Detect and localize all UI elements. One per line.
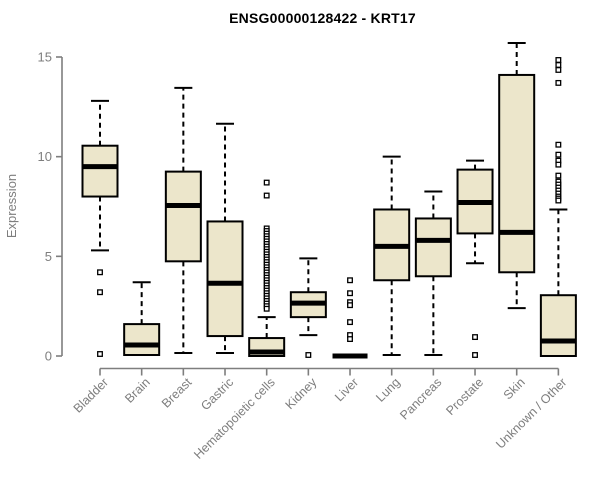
y-axis: 0 5 10 15 [38, 50, 63, 364]
x-tick-label-unknown-other: Unknown / Other [493, 375, 569, 451]
x-tick-label-liver: Liver [332, 375, 361, 404]
outlier-point [97, 351, 103, 357]
x-tick-label-bladder: Bladder [71, 375, 111, 415]
box-rect [123, 323, 161, 357]
y-tick-label-10: 10 [38, 149, 52, 164]
outlier-point [555, 79, 562, 86]
box-group-bladder [81, 99, 119, 357]
outlier-point [305, 352, 312, 358]
chart-title: ENSG00000128422 - KRT17 [229, 10, 416, 26]
outlier-point [555, 57, 562, 63]
box-group-gastric [206, 122, 244, 355]
x-tick-label-lung: Lung [373, 375, 403, 405]
outlier-point [555, 172, 562, 179]
x-tick-label-gastric: Gastric [198, 375, 236, 413]
x-tick-label-breast: Breast [159, 375, 195, 411]
outlier-point [555, 151, 562, 158]
x-tick-label-skin: Skin [501, 375, 528, 402]
box-rect [539, 294, 577, 358]
outlier-point [263, 305, 270, 312]
outlier-point [472, 334, 478, 341]
box-group-skin [498, 42, 536, 310]
outlier-point [347, 302, 353, 309]
outlier-point [263, 192, 270, 199]
y-tick-label-0: 0 [45, 349, 52, 364]
outlier-point [347, 319, 353, 326]
outlier-point [555, 67, 562, 73]
x-tick-label-prostate: Prostate [443, 375, 486, 418]
box-rect [498, 73, 536, 274]
y-axis-label: Expression [4, 174, 19, 238]
box-group-liver [332, 277, 368, 359]
box-group-pancreas [414, 190, 452, 357]
y-tick-label-5: 5 [45, 249, 52, 264]
x-tick-label-hematopoietic-cells: Hematopoietic cells [191, 375, 278, 462]
box-rect [164, 170, 202, 263]
box-group-breast [164, 86, 202, 355]
outlier-point [555, 161, 562, 168]
box-rect [206, 220, 244, 338]
box-group-hematopoietic-cells [248, 179, 286, 357]
outlier-point [347, 277, 353, 284]
x-tick-label-brain: Brain [122, 375, 153, 406]
box-group-lung [373, 155, 411, 357]
box-group-brain [123, 281, 161, 357]
box-rect [81, 144, 119, 198]
outlier-point [263, 179, 270, 186]
outlier-point [347, 336, 353, 343]
box-group-prostate [456, 159, 494, 358]
x-tick-label-pancreas: Pancreas [397, 375, 444, 422]
outlier-point [555, 62, 562, 68]
box-rect [414, 217, 452, 278]
outlier-point [347, 290, 353, 297]
outlier-point [472, 352, 478, 358]
outlier-point [555, 141, 562, 148]
y-tick-label-15: 15 [38, 50, 52, 65]
box-group-kidney [289, 257, 327, 358]
outlier-point [97, 289, 103, 296]
box-group-unknown-other [539, 57, 577, 358]
outlier-point [555, 197, 562, 204]
x-tick-label-kidney: Kidney [283, 375, 320, 412]
outlier-point [97, 269, 103, 276]
